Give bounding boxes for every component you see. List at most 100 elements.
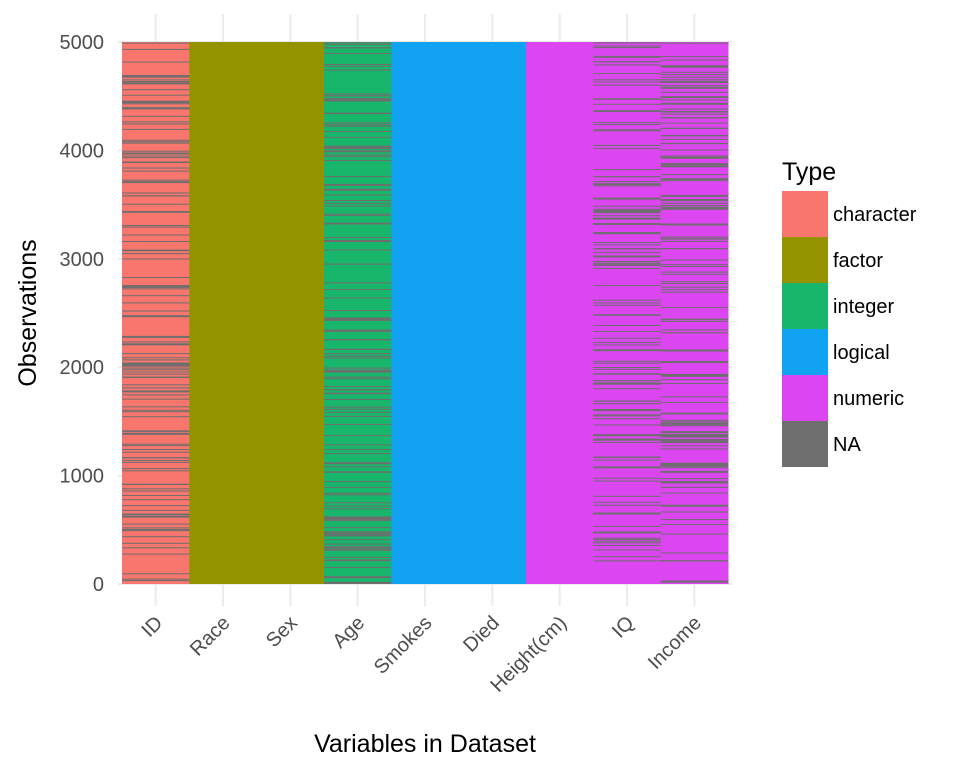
na-line — [660, 560, 729, 562]
na-line — [122, 61, 190, 63]
na-line — [593, 501, 662, 503]
na-line — [122, 128, 190, 130]
na-line — [593, 215, 662, 217]
na-line — [660, 379, 729, 381]
na-line — [660, 552, 729, 554]
na-line — [122, 460, 190, 461]
na-line — [324, 188, 392, 191]
na-line — [660, 97, 729, 98]
na-line — [122, 182, 190, 184]
na-line — [593, 344, 662, 346]
na-line — [324, 539, 392, 541]
na-line — [593, 512, 662, 515]
na-line — [324, 518, 392, 520]
na-line — [122, 288, 190, 290]
na-line — [593, 61, 662, 63]
na-line — [122, 295, 190, 297]
na-line — [324, 348, 392, 350]
na-line — [593, 130, 662, 132]
x-tick-label: Smokes — [370, 612, 437, 679]
na-line — [122, 142, 190, 144]
na-line — [660, 421, 729, 423]
legend-swatch — [782, 283, 828, 329]
na-line — [593, 409, 662, 410]
na-line — [593, 244, 662, 246]
na-line — [660, 180, 729, 182]
na-line — [593, 103, 662, 105]
na-line — [660, 81, 729, 83]
column-age — [324, 42, 392, 584]
na-line — [324, 576, 392, 579]
legend-label: integer — [833, 296, 894, 318]
na-line — [122, 141, 190, 143]
na-line — [660, 273, 729, 275]
column-race — [189, 42, 258, 584]
na-line — [122, 483, 190, 485]
na-line — [593, 383, 662, 385]
na-line — [660, 361, 729, 362]
na-line — [660, 71, 729, 73]
na-line — [593, 42, 662, 44]
na-line — [122, 203, 190, 205]
na-line — [660, 374, 729, 377]
na-line — [324, 131, 392, 132]
na-line — [660, 165, 729, 168]
na-line — [660, 143, 729, 145]
na-line — [593, 209, 662, 212]
na-line — [324, 492, 392, 494]
na-line — [660, 413, 729, 415]
na-line — [122, 341, 190, 343]
na-line — [660, 195, 729, 197]
na-line — [593, 265, 662, 267]
na-line — [324, 297, 392, 299]
na-line — [660, 431, 729, 434]
na-line — [122, 253, 190, 255]
na-line — [122, 416, 190, 418]
na-line — [122, 107, 190, 110]
na-line — [593, 531, 662, 534]
na-line — [122, 249, 190, 251]
x-tick-label: Died — [459, 612, 504, 657]
na-line — [660, 111, 729, 112]
x-axis-title: Variables in Dataset — [314, 730, 536, 758]
na-line — [593, 504, 662, 506]
na-line — [660, 163, 729, 166]
na-line — [660, 96, 729, 98]
na-line — [324, 486, 392, 488]
na-line — [122, 115, 190, 117]
na-line — [660, 149, 729, 151]
na-line — [593, 302, 662, 304]
na-line — [122, 468, 190, 470]
legend: Type character factor integer logical numeri… — [782, 158, 917, 467]
na-line — [593, 55, 662, 57]
na-line — [122, 542, 190, 544]
legend-label: character — [833, 204, 917, 226]
na-line — [593, 466, 662, 468]
na-line — [122, 192, 190, 194]
na-line — [660, 464, 729, 467]
na-line — [122, 516, 190, 518]
column-smokes — [391, 42, 460, 584]
na-line — [324, 449, 392, 451]
na-line — [324, 516, 392, 518]
na-line — [593, 373, 662, 375]
na-line — [593, 414, 662, 416]
na-line — [324, 386, 392, 387]
na-line — [324, 527, 392, 529]
na-line — [324, 508, 392, 510]
na-line — [593, 560, 662, 562]
y-tick-label: 5000 — [60, 32, 105, 54]
na-line — [324, 444, 392, 446]
na-line — [324, 339, 392, 341]
na-line — [593, 525, 662, 527]
na-line — [324, 481, 392, 483]
na-line — [122, 390, 190, 393]
na-line — [324, 505, 392, 507]
legend-swatch — [782, 191, 828, 237]
na-line — [122, 411, 190, 413]
na-line — [324, 125, 392, 127]
legend-swatch — [782, 237, 828, 283]
na-line — [660, 85, 729, 87]
